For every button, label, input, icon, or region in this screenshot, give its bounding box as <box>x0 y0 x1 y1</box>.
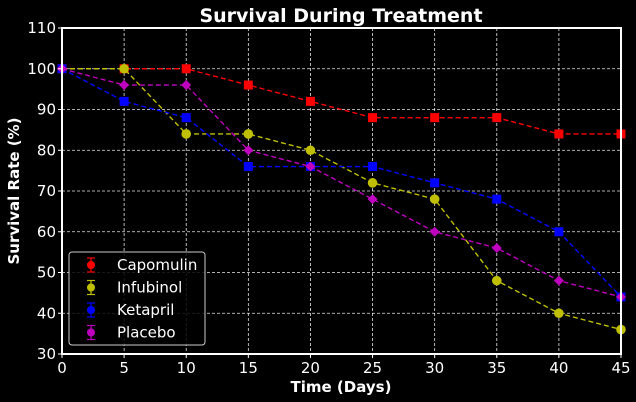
series-line-placebo <box>61 68 622 298</box>
data-point-infubinol <box>181 129 192 139</box>
series-capomulin <box>57 64 626 139</box>
legend-marker <box>87 328 95 337</box>
y-tick-label: 40 <box>37 304 56 322</box>
legend-label: Capomulin <box>117 256 197 274</box>
data-point-infubinol <box>367 178 378 188</box>
legend-item-capomulin: Capomulin <box>87 256 197 274</box>
data-point-infubinol <box>429 194 440 204</box>
data-point-placebo <box>491 243 502 254</box>
data-point-capomulin <box>181 64 191 74</box>
data-point-placebo <box>553 275 564 286</box>
data-point-infubinol <box>305 145 316 156</box>
y-tick-label: 60 <box>37 223 56 241</box>
series-line-ketapril <box>61 68 622 298</box>
data-point-ketapril <box>243 162 253 172</box>
data-point-ketapril <box>181 113 191 123</box>
y-tick-label: 50 <box>37 264 56 282</box>
data-point-infubinol <box>119 63 129 74</box>
x-tick-label: 35 <box>487 359 506 377</box>
x-tick-label: 5 <box>119 359 129 377</box>
x-tick-label: 10 <box>177 359 196 377</box>
data-point-ketapril <box>492 194 502 204</box>
axes: 0 5 10 15 20 25 30 35 40 45 30 40 50 60 70 80 90 100 110 <box>27 19 630 377</box>
x-axis-label: Time (Days) <box>291 378 392 396</box>
legend-item-infubinol: Infubinol <box>87 279 182 297</box>
legend-marker <box>87 283 95 292</box>
x-tick-label: 20 <box>301 359 320 377</box>
data-point-placebo <box>243 145 254 156</box>
data-point-capomulin <box>554 129 564 139</box>
y-tick-label: 80 <box>37 141 56 159</box>
legend: Capomulin Infubinol Ketapril Placebo <box>68 251 206 346</box>
data-point-ketapril <box>554 227 564 237</box>
y-axis-label: Survival Rate (%) <box>5 117 23 264</box>
y-tick-label: 30 <box>37 345 56 363</box>
legend-marker <box>87 306 95 314</box>
data-point-capomulin <box>305 96 315 106</box>
y-tick-label: 100 <box>27 60 56 78</box>
legend-marker <box>87 261 95 269</box>
y-tick-label: 70 <box>37 182 56 200</box>
data-point-placebo <box>429 226 440 237</box>
data-point-ketapril <box>430 178 440 188</box>
data-point-infubinol <box>554 308 564 319</box>
legend-box <box>68 251 206 346</box>
x-tick-label: 15 <box>239 359 258 377</box>
data-point-ketapril <box>119 96 129 106</box>
legend-label: Infubinol <box>117 279 182 297</box>
x-tick-label: 25 <box>363 359 382 377</box>
legend-item-placebo: Placebo <box>87 324 176 342</box>
chart-title: Survival During Treatment <box>199 5 482 27</box>
data-point-infubinol <box>491 275 502 286</box>
legend-item-ketapril: Ketapril <box>87 301 174 319</box>
data-point-infubinol <box>243 129 254 139</box>
data-point-capomulin <box>430 113 440 123</box>
legend-label: Ketapril <box>117 301 174 319</box>
x-tick-label: 30 <box>425 359 444 377</box>
legend-label: Placebo <box>117 324 176 342</box>
series-line-capomulin <box>62 68 621 135</box>
data-point-placebo <box>305 161 316 172</box>
x-tick-label: 45 <box>611 359 630 377</box>
x-tick-label: 40 <box>549 359 568 377</box>
data-point-ketapril <box>368 162 378 172</box>
y-tick-label: 110 <box>27 19 56 37</box>
data-point-capomulin <box>243 80 253 90</box>
data-point-placebo <box>119 80 130 91</box>
data-point-placebo <box>181 80 192 91</box>
data-point-capomulin <box>368 113 378 123</box>
x-tick-label: 0 <box>57 359 67 377</box>
data-point-capomulin <box>492 113 502 123</box>
y-tick-label: 90 <box>37 101 56 119</box>
data-point-placebo <box>367 194 378 205</box>
